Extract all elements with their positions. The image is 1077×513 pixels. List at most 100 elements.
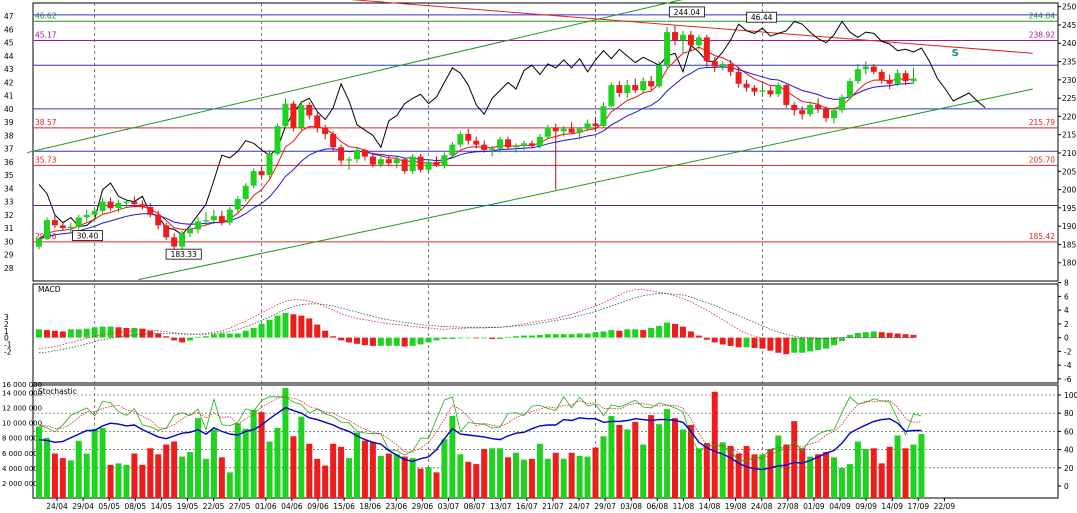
volume-bar <box>695 448 702 498</box>
macd-bar <box>846 334 853 338</box>
candle-body <box>695 37 702 46</box>
macd-bar <box>481 337 488 339</box>
volume-bar <box>59 458 66 498</box>
macd-bar <box>282 312 289 338</box>
candle <box>282 98 289 129</box>
candle <box>902 70 909 86</box>
macd-bar <box>139 328 146 338</box>
candle <box>600 102 607 128</box>
candle-body <box>513 145 519 148</box>
candle <box>179 230 186 251</box>
stoch-right-tick: 20 <box>1064 464 1074 473</box>
candle-body <box>910 78 917 82</box>
candle <box>687 30 694 51</box>
volume-bar <box>775 435 782 498</box>
candle-body <box>536 136 543 146</box>
annotation-box <box>165 248 202 260</box>
date-tick-label: 13/07 <box>490 502 512 511</box>
left-price-tick: 40 <box>4 105 14 114</box>
macd-bar <box>783 337 790 355</box>
candle-body <box>767 90 774 95</box>
level-label-left: 35.73 <box>35 155 57 164</box>
candle-body <box>870 66 877 72</box>
candle <box>560 126 567 137</box>
candle-body <box>147 206 154 215</box>
macd-bar <box>560 334 567 338</box>
candle-body <box>735 71 742 84</box>
right-price-tick: 230 <box>1062 76 1077 85</box>
macd-bar <box>385 337 392 346</box>
volume-left-tick: 12 000 000 <box>2 405 42 413</box>
right-price-tick: 180 <box>1062 259 1077 268</box>
candle-body <box>179 233 186 247</box>
candle-body <box>250 171 257 186</box>
candle-body <box>703 37 710 62</box>
candle <box>67 222 74 233</box>
macd-bar <box>870 331 877 338</box>
date-tick-label: 09/09 <box>855 502 877 511</box>
date-tick-label: 09/06 <box>307 502 329 511</box>
volume-bar <box>743 446 750 498</box>
macd-bar <box>107 326 114 338</box>
volume-bar <box>218 457 225 498</box>
candle-body <box>664 32 671 66</box>
annotation-box <box>72 230 103 242</box>
candle <box>202 212 209 226</box>
macd-bar <box>465 337 472 339</box>
candle-body <box>266 153 273 176</box>
volume-bar <box>886 446 893 498</box>
macd-bar <box>234 333 241 338</box>
macd-bar <box>505 336 512 338</box>
macd-bar <box>250 328 257 338</box>
candle-body <box>306 104 313 116</box>
stochastic-fast-line <box>38 396 922 462</box>
volume-bar <box>894 435 901 498</box>
candle-body <box>393 159 400 164</box>
candle-body <box>719 63 726 67</box>
date-tick-label: 29/04 <box>72 502 94 511</box>
candle <box>711 57 718 72</box>
date-tick-label: 22/05 <box>203 502 225 511</box>
price-panel[interactable]: 28 29 30 31 32 33 34 35 36 37 38 39 40 41 42 43 44 45 46 47… <box>4 0 1077 281</box>
volume-bar <box>457 454 464 498</box>
volume-bar <box>187 452 194 498</box>
date-tick-label: 23/06 <box>385 502 407 511</box>
candle-body <box>346 159 353 161</box>
macd-bar <box>258 323 265 338</box>
candle-body <box>409 156 416 172</box>
macd-bar <box>775 337 782 353</box>
macd-bar <box>528 335 535 338</box>
volume-bar <box>751 454 758 498</box>
level-label-right: 215.79 <box>1029 118 1055 127</box>
stoch-right-tick: 60 <box>1064 427 1074 436</box>
candle <box>210 209 217 225</box>
candle <box>505 136 512 150</box>
candle-body <box>878 71 885 80</box>
macd-right-tick: 8 <box>1064 279 1069 288</box>
volume-bar <box>489 448 496 498</box>
candle <box>107 197 114 211</box>
candle-body <box>361 149 368 157</box>
candle <box>242 183 249 202</box>
date-tick-label: 24/08 <box>751 502 773 511</box>
macd-bar <box>274 315 281 338</box>
macd-bar <box>67 329 74 338</box>
candle-body <box>282 103 289 127</box>
macd-bar <box>711 337 718 343</box>
date-tick-label: 08/05 <box>124 502 146 511</box>
volume-bar <box>99 427 106 498</box>
date-tick-label: 29/07 <box>594 502 616 511</box>
candle <box>481 140 488 153</box>
candle-body <box>218 216 225 223</box>
macd-bar <box>838 337 845 342</box>
volume-bar <box>258 412 265 498</box>
volume-bar <box>67 460 74 498</box>
candle <box>449 142 456 157</box>
macd-bar <box>791 337 798 353</box>
volume-bar <box>632 421 639 498</box>
candle-body <box>592 123 599 127</box>
candle <box>719 61 726 71</box>
candle-body <box>831 110 837 119</box>
